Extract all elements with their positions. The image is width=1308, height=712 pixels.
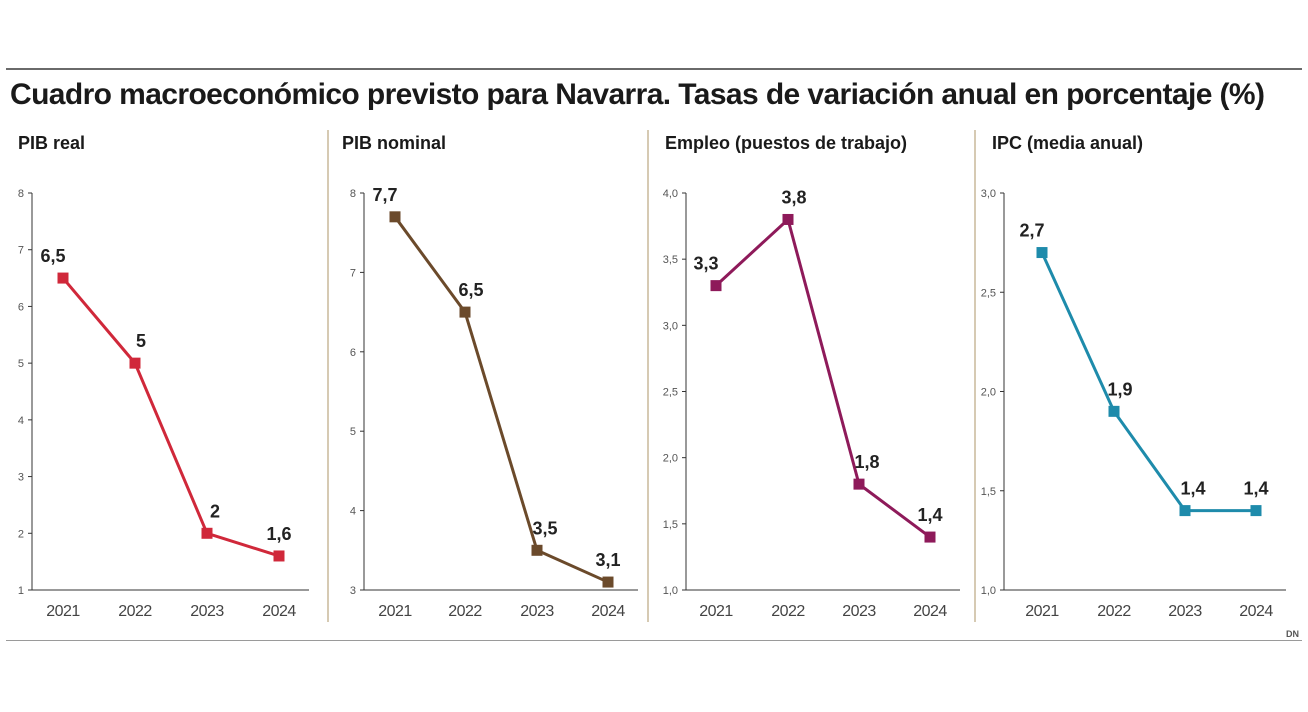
chart-1-ytick-label: 2 [18, 528, 24, 540]
chart-1-ytick-label: 6 [18, 301, 24, 313]
chart-2-point [531, 544, 543, 556]
chart-4-ytick-label: 2,0 [981, 387, 996, 399]
chart-3-xtick-label: 2021 [699, 603, 733, 620]
chart-4-series-line [1040, 251, 1256, 513]
chart-3-data-label: 3,8 [781, 187, 806, 207]
chart-2-ytick-label: 7 [350, 267, 356, 279]
chart-3-data-label: 3,3 [693, 254, 718, 274]
chart-4-xtick-label: 2024 [1239, 603, 1273, 620]
chart-1-ytick-label: 8 [18, 188, 24, 200]
page-title: Cuadro macroeconómico previsto para Nava… [10, 78, 1265, 111]
chart-2-data-label: 6,5 [458, 280, 483, 300]
chart-1-xtick-label: 2024 [262, 603, 296, 620]
chart-3-series-line [714, 217, 931, 539]
chart-2-ytick-label: 5 [350, 426, 356, 438]
chart-3-ytick-label: 4,0 [663, 188, 678, 200]
chart-2-xtick-label: 2022 [448, 603, 482, 620]
chart-4-data-label: 1,4 [1180, 479, 1205, 499]
chart-1-ytick-label: 5 [18, 358, 24, 370]
chart-1-ytick-label: 1 [18, 585, 24, 597]
chart-2-ytick-label: 4 [350, 506, 356, 518]
chart-1-series-line [61, 277, 280, 558]
chart-1-data-label: 2 [210, 501, 220, 521]
chart-3-data-label: 1,8 [854, 452, 879, 472]
chart-2-point [602, 576, 614, 588]
chart-4-point [1250, 505, 1262, 517]
chart-3-point [782, 213, 794, 225]
top-rule [6, 68, 1302, 70]
chart-4-xtick-label: 2021 [1025, 603, 1059, 620]
chart-1-point [129, 357, 141, 369]
chart-2-ytick-label: 6 [350, 347, 356, 359]
chart-3-xtick-label: 2023 [842, 603, 876, 620]
chart-4-title: IPC (media anual) [992, 133, 1143, 153]
chart-1-point [57, 272, 69, 284]
chart-1-point [273, 550, 285, 562]
chart-3-xtick-label: 2024 [913, 603, 947, 620]
chart-4-data-label: 1,9 [1107, 379, 1132, 399]
chart-1-data-label: 6,5 [40, 246, 65, 266]
chart-3-ytick-label: 3,0 [663, 320, 678, 332]
chart-3-ytick-label: 3,5 [663, 254, 678, 266]
chart-4-point [1036, 247, 1048, 259]
chart-2-xtick-label: 2023 [520, 603, 554, 620]
chart-4-data-label: 2,7 [1019, 221, 1044, 241]
chart-3-xtick-label: 2022 [771, 603, 805, 620]
chart-1-ytick-label: 4 [18, 415, 24, 427]
chart-3-ytick-label: 1,5 [663, 519, 678, 531]
chart-1-ytick-label: 3 [18, 472, 24, 484]
publisher-logo: DN [1286, 629, 1299, 639]
chart-4-data-label: 1,4 [1243, 479, 1268, 499]
chart-2-title: PIB nominal [342, 133, 446, 153]
chart-2-xtick-label: 2021 [378, 603, 412, 620]
chart-4-ytick-label: 3,0 [981, 188, 996, 200]
chart-1-ytick-label: 7 [18, 245, 24, 257]
chart-3-title: Empleo (puestos de trabajo) [665, 133, 907, 153]
chart-1-data-label: 1,6 [266, 524, 291, 544]
chart-2-data-label: 3,5 [532, 518, 557, 538]
chart-3-point [924, 531, 936, 543]
chart-2-point [459, 306, 471, 318]
chart-1-title: PIB real [18, 133, 85, 153]
chart-2-series-line [393, 215, 609, 584]
chart-4-xtick-label: 2023 [1168, 603, 1202, 620]
bottom-rule [6, 640, 1302, 641]
chart-1-xtick-label: 2022 [118, 603, 152, 620]
chart-3-point [853, 478, 865, 490]
chart-3-point [710, 280, 722, 292]
chart-3-data-label: 1,4 [917, 505, 942, 525]
chart-4-ytick-label: 1,0 [981, 585, 996, 597]
chart-1-xtick-label: 2021 [46, 603, 80, 620]
chart-3-ytick-label: 1,0 [663, 585, 678, 597]
chart-4-ytick-label: 2,5 [981, 287, 996, 299]
chart-4-xtick-label: 2022 [1097, 603, 1131, 620]
chart-2-ytick-label: 3 [350, 585, 356, 597]
chart-2-data-label: 3,1 [595, 550, 620, 570]
chart-1-xtick-label: 2023 [190, 603, 224, 620]
chart-2-ytick-label: 8 [350, 188, 356, 200]
chart-3-ytick-label: 2,0 [663, 453, 678, 465]
chart-4-point [1108, 405, 1120, 417]
chart-4-point [1179, 505, 1191, 517]
chart-3-ytick-label: 2,5 [663, 387, 678, 399]
chart-4-ytick-label: 1,5 [981, 486, 996, 498]
chart-2-xtick-label: 2024 [591, 603, 625, 620]
chart-1-data-label: 5 [136, 331, 146, 351]
chart-2-point [389, 211, 401, 223]
chart-1-point [201, 527, 213, 539]
chart-2-data-label: 7,7 [372, 185, 397, 205]
